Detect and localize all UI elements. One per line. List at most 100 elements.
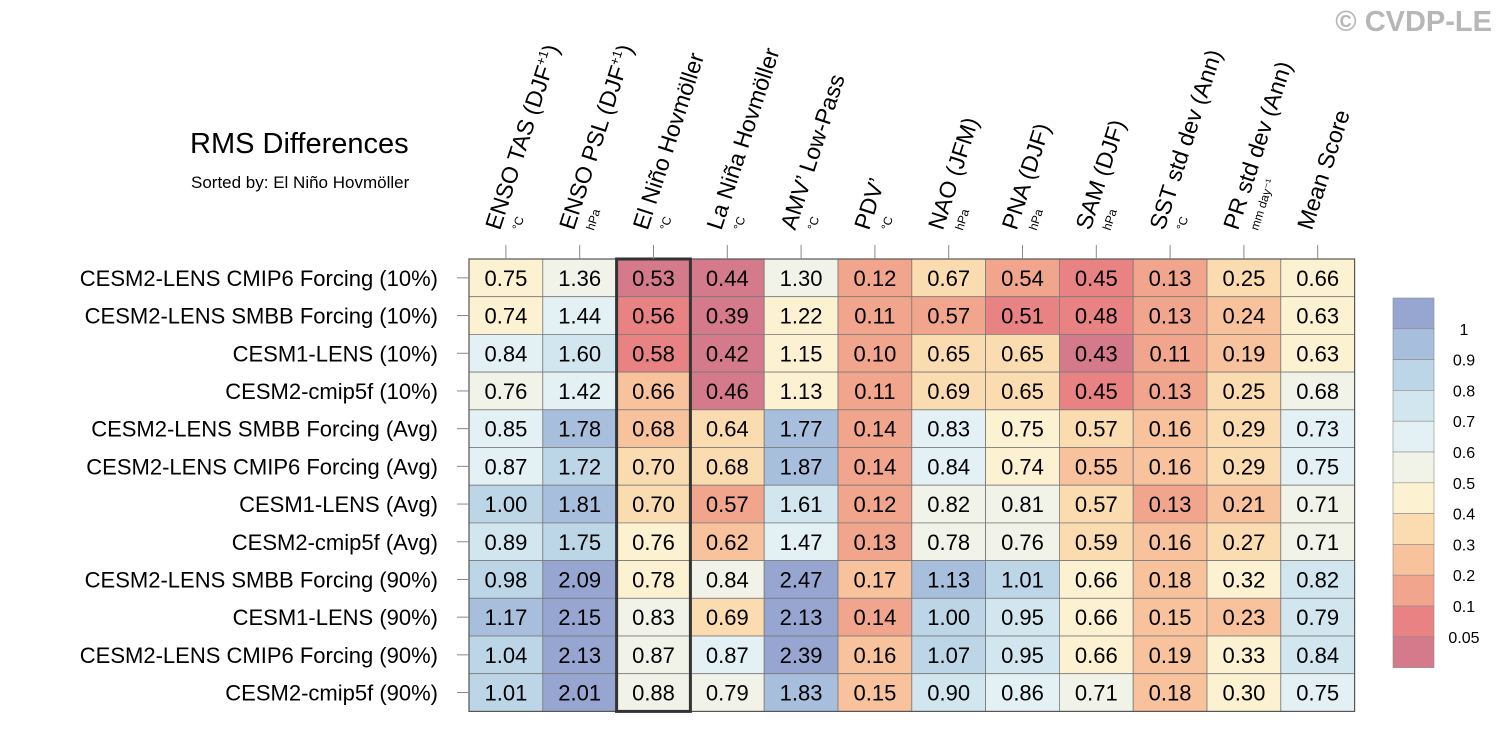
cell-value-label: 0.15 (853, 681, 896, 706)
cell-value-label: 1.61 (780, 492, 823, 517)
cell-value-label: 1.07 (927, 643, 970, 668)
cell-value-label: 1.81 (558, 492, 601, 517)
column-label: El Niño Hovmöller (628, 49, 710, 232)
column-header: SST std dev (Ann) (1144, 46, 1227, 232)
heatmap-cell (763, 673, 839, 712)
cell-value-label: 0.74 (484, 304, 527, 329)
cell-value-label: 1.15 (780, 341, 823, 366)
cell-value-label: 1.36 (558, 266, 601, 291)
cell-value-label: 0.82 (1296, 567, 1339, 592)
heatmap-cell (911, 296, 986, 335)
chart-title: RMS Differences (190, 128, 409, 160)
cell-value-label: 0.57 (1075, 417, 1118, 442)
cell-value-label: 0.13 (1149, 492, 1192, 517)
heatmap-cell (1206, 447, 1282, 486)
cell-value-label: 1.42 (558, 379, 601, 404)
cell-value-label: 0.18 (1149, 567, 1192, 592)
cell-value-label: 0.67 (927, 266, 970, 291)
cell-value-label: 0.75 (1001, 417, 1044, 442)
cell-value-label: 0.79 (1296, 605, 1339, 630)
cell-value-label: 2.09 (558, 567, 601, 592)
colorbar-swatch (1392, 636, 1435, 668)
cell-value-label: 0.13 (1149, 266, 1192, 291)
cell-value-label: 0.56 (632, 304, 675, 329)
column-label: SAM (DJF) (1070, 116, 1130, 232)
cell-value-label: 0.18 (1149, 681, 1192, 706)
column-unit-header: °C (509, 214, 527, 231)
heatmap-cell (1206, 597, 1282, 637)
cell-value-label: 0.59 (1075, 530, 1118, 555)
colorbar-label: 0.3 (1453, 537, 1475, 554)
heatmap-cell (1280, 673, 1356, 712)
column-header: ENSO PSL (DJF+1) (554, 41, 638, 232)
colorbar-swatch (1392, 605, 1435, 638)
heatmap-cell (985, 673, 1060, 712)
cell-value-label: 0.63 (1296, 304, 1339, 329)
cell-value-label: 1.87 (780, 454, 823, 479)
column-header: La Niña Hovmöller (701, 44, 784, 232)
cell-value-label: 0.76 (632, 530, 675, 555)
column-unit-label: °C (731, 214, 749, 231)
cell-value-label: 0.68 (706, 454, 749, 479)
cell-value-label: 0.14 (853, 454, 896, 479)
cell-value-label: 1.01 (1001, 567, 1044, 592)
heatmap-cell (763, 560, 839, 599)
heatmap-cell (837, 333, 913, 373)
column-unit-header: °C (657, 214, 675, 231)
row-label: CESM2-LENS SMBB Forcing (10%) (85, 304, 438, 329)
cell-value-label: 0.75 (1296, 454, 1339, 479)
heatmap-cell (1206, 409, 1282, 448)
heatmap-cell (1206, 258, 1282, 298)
cell-value-label: 0.98 (484, 567, 527, 592)
heatmap-cell (690, 409, 765, 448)
heatmap-cell (911, 673, 986, 712)
heatmap-cell (985, 522, 1060, 562)
colorbar-swatch (1392, 359, 1435, 391)
heatmap-cell (1280, 484, 1356, 524)
cell-value-label: 0.29 (1222, 417, 1265, 442)
heatmap-cell (837, 597, 913, 637)
cell-value-label: 0.84 (1296, 643, 1339, 668)
colorbar-swatch (1392, 513, 1435, 545)
heatmap-cell (763, 597, 839, 637)
heatmap-cell (763, 484, 839, 524)
cell-value-label: 0.54 (1001, 266, 1044, 291)
cell-value-label: 0.13 (1149, 304, 1192, 329)
cell-value-label: 0.21 (1222, 492, 1265, 517)
chart-subtitle: Sorted by: El Niño Hovmöller (191, 173, 410, 192)
heatmap-border (468, 258, 1356, 712)
cell-value-label: 0.14 (853, 605, 896, 630)
cell-value-label: 1.47 (780, 530, 823, 555)
cell-value-label: 1.44 (558, 304, 601, 329)
cell-value-label: 0.88 (632, 681, 675, 706)
cell-value-label: 0.76 (484, 379, 527, 404)
cell-value-label: 2.13 (558, 643, 601, 668)
cell-value-label: 0.71 (1075, 681, 1118, 706)
cell-value-label: 0.44 (706, 266, 749, 291)
cell-value-label: 0.42 (706, 341, 749, 366)
cell-value-label: 0.75 (484, 266, 527, 291)
column-unit-header: hPa (952, 207, 972, 232)
cell-value-label: 1.60 (558, 341, 601, 366)
colorbar-swatch (1392, 328, 1435, 360)
cell-value-label: 0.78 (632, 567, 675, 592)
heatmap-cell (1132, 484, 1208, 524)
cell-value-label: 0.14 (853, 417, 896, 442)
heatmap-cell (985, 409, 1060, 448)
heatmap-cell (985, 597, 1060, 637)
cell-value-label: 1.22 (780, 304, 823, 329)
heatmap-cell (1059, 296, 1134, 335)
cell-value-label: 0.84 (484, 341, 527, 366)
cell-value-label: 1.04 (484, 643, 527, 668)
colorbar-label: 0.2 (1453, 568, 1475, 585)
colorbar-swatch (1392, 544, 1435, 576)
heatmap-cell (616, 560, 691, 599)
cell-value-label: 0.81 (1001, 492, 1044, 517)
cell-value-label: 0.27 (1222, 530, 1265, 555)
cell-value-label: 0.46 (706, 379, 749, 404)
heatmap-cell (763, 522, 839, 562)
heatmap-cell (468, 409, 544, 448)
cell-value-label: 0.95 (1001, 643, 1044, 668)
heatmap-cell (1132, 522, 1208, 562)
column-unit-header: hPa (583, 207, 603, 232)
